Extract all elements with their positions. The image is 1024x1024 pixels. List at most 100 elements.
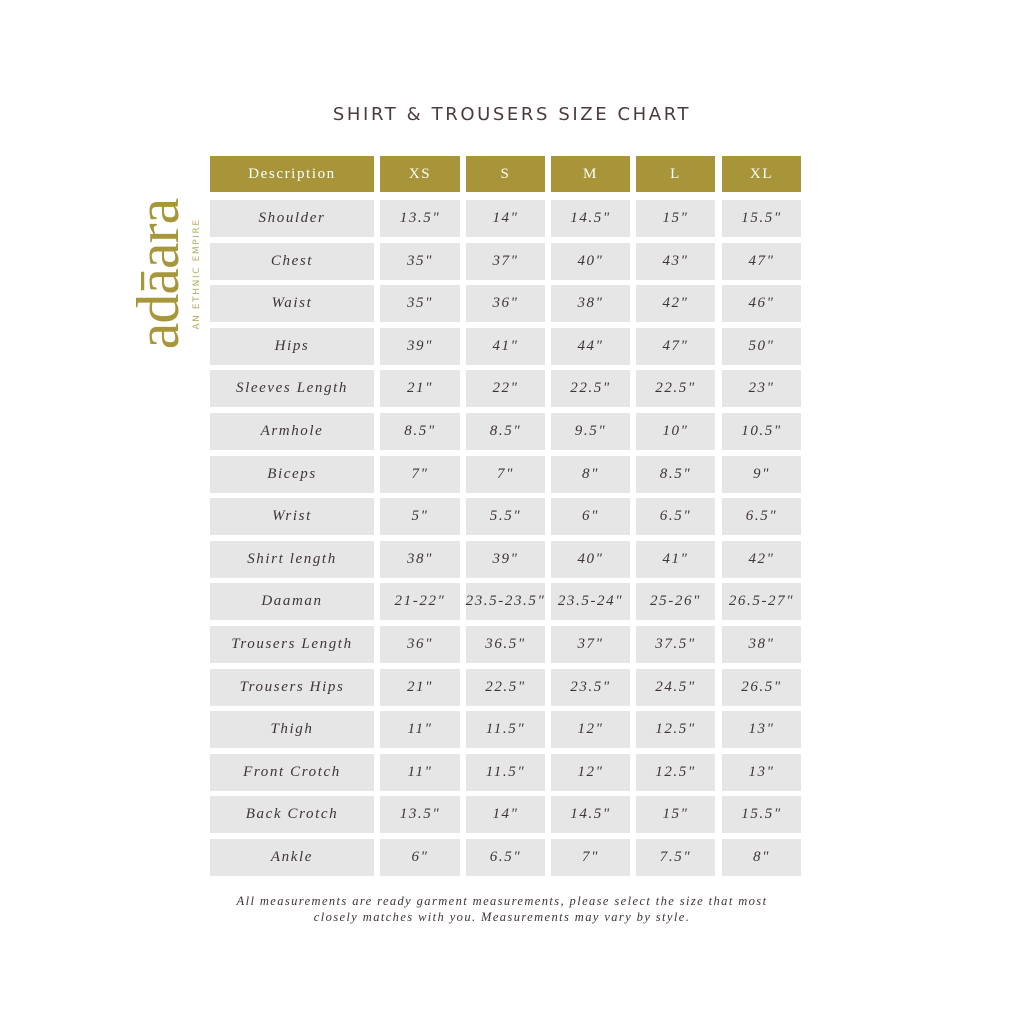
- size-value: 11": [380, 753, 460, 791]
- size-value: 13": [722, 753, 801, 791]
- header-description: Description: [210, 156, 374, 192]
- size-value: 5.5": [466, 498, 545, 536]
- size-value: 6.5": [466, 839, 545, 876]
- size-value: 22.5": [551, 370, 630, 408]
- size-value: 22.5": [466, 668, 545, 706]
- size-value: 14": [466, 796, 545, 834]
- size-value: 50": [722, 327, 801, 365]
- size-value: 36": [466, 285, 545, 323]
- size-value: 39": [380, 327, 460, 365]
- size-value: 8": [722, 839, 801, 876]
- size-value: 37": [551, 626, 630, 663]
- size-value: 26.5-27": [722, 583, 801, 621]
- size-value: 6.5": [636, 498, 715, 536]
- page-title: SHIRT & TROUSERS SIZE CHART: [332, 104, 692, 125]
- header-xs: XS: [380, 156, 460, 192]
- size-value: 15.5": [722, 200, 801, 237]
- size-value: 21": [380, 370, 460, 408]
- size-value: 24.5": [636, 668, 715, 706]
- size-value: 23.5-23.5": [466, 583, 545, 621]
- size-value: 44": [551, 327, 630, 365]
- footnote-line-1: All measurements are ready garment measu…: [236, 894, 768, 908]
- size-value: 9": [722, 455, 801, 493]
- size-value: 7": [380, 455, 460, 493]
- logo-wordmark: adāara: [125, 198, 191, 350]
- size-value: 14.5": [551, 200, 630, 237]
- size-value: 26.5": [722, 668, 801, 706]
- size-value: 23.5-24": [551, 583, 630, 621]
- header-xl: XL: [722, 156, 801, 192]
- size-value: 8.5": [636, 455, 715, 493]
- size-value: 15.5": [722, 796, 801, 834]
- size-value: 13.5": [380, 796, 460, 834]
- size-value: 13.5": [380, 200, 460, 237]
- size-value: 6": [380, 839, 460, 876]
- size-value: 46": [722, 285, 801, 323]
- size-value: 13": [722, 711, 801, 749]
- size-value: 7": [551, 839, 630, 876]
- size-value: 40": [551, 540, 630, 578]
- size-value: 47": [636, 327, 715, 365]
- size-value: 8.5": [380, 413, 460, 450]
- size-value: 6": [551, 498, 630, 536]
- brand-logo: adāara AN ETHNIC EMPIRE: [125, 186, 208, 376]
- size-value: 12": [551, 711, 630, 749]
- row-label: Hips: [210, 327, 374, 365]
- row-label: Back Crotch: [210, 796, 374, 834]
- size-value: 39": [466, 540, 545, 578]
- row-label: Biceps: [210, 455, 374, 493]
- row-label: Armhole: [210, 413, 374, 450]
- size-value: 42": [722, 540, 801, 578]
- footnote: All measurements are ready garment measu…: [0, 893, 1004, 925]
- size-value: 15": [636, 796, 715, 834]
- size-value: 10.5": [722, 413, 801, 450]
- size-value: 42": [636, 285, 715, 323]
- row-label: Daaman: [210, 583, 374, 621]
- size-value: 21-22": [380, 583, 460, 621]
- size-value: 38": [551, 285, 630, 323]
- size-value: 8.5": [466, 413, 545, 450]
- row-label: Front Crotch: [210, 753, 374, 791]
- size-value: 40": [551, 242, 630, 280]
- size-value: 7": [466, 455, 545, 493]
- size-value: 22": [466, 370, 545, 408]
- row-label: Trousers Hips: [210, 668, 374, 706]
- size-value: 8": [551, 455, 630, 493]
- row-label: Shoulder: [210, 200, 374, 237]
- size-value: 37": [466, 242, 545, 280]
- size-value: 37.5": [636, 626, 715, 663]
- size-value: 38": [722, 626, 801, 663]
- size-value: 6.5": [722, 498, 801, 536]
- size-value: 5": [380, 498, 460, 536]
- logo-tagline: AN ETHNIC EMPIRE: [192, 218, 202, 330]
- size-value: 36": [380, 626, 460, 663]
- size-value: 38": [380, 540, 460, 578]
- size-value: 35": [380, 242, 460, 280]
- row-label: Ankle: [210, 839, 374, 876]
- size-value: 43": [636, 242, 715, 280]
- size-value: 36.5": [466, 626, 545, 663]
- header-l: L: [636, 156, 715, 192]
- size-value: 9.5": [551, 413, 630, 450]
- size-value: 12.5": [636, 711, 715, 749]
- size-value: 11.5": [466, 753, 545, 791]
- row-label: Shirt length: [210, 540, 374, 578]
- size-value: 14": [466, 200, 545, 237]
- size-value: 21": [380, 668, 460, 706]
- header-m: M: [551, 156, 630, 192]
- size-value: 41": [636, 540, 715, 578]
- footnote-line-2: closely matches with you. Measurements m…: [313, 910, 691, 924]
- size-value: 12": [551, 753, 630, 791]
- row-label: Sleeves Length: [210, 370, 374, 408]
- size-value: 23": [722, 370, 801, 408]
- size-value: 41": [466, 327, 545, 365]
- size-value: 25-26": [636, 583, 715, 621]
- size-value: 11.5": [466, 711, 545, 749]
- size-value: 7.5": [636, 839, 715, 876]
- size-value: 47": [722, 242, 801, 280]
- header-s: S: [466, 156, 545, 192]
- row-label: Trousers Length: [210, 626, 374, 663]
- row-label: Waist: [210, 285, 374, 323]
- row-label: Chest: [210, 242, 374, 280]
- size-value: 14.5": [551, 796, 630, 834]
